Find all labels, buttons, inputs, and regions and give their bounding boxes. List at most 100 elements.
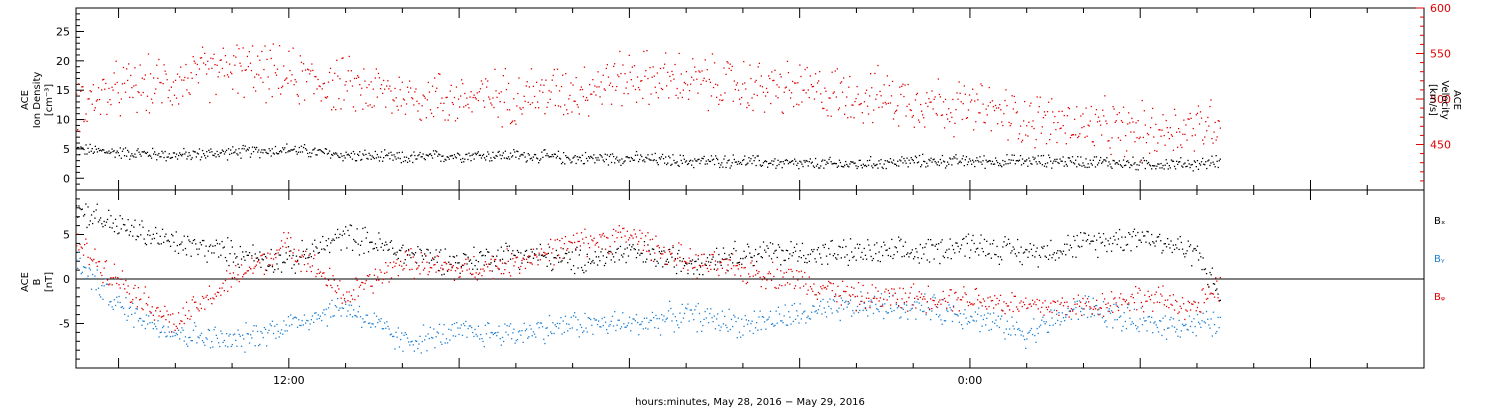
velocity-point (832, 92, 834, 94)
velocity-point (501, 126, 503, 128)
bz-point (251, 257, 253, 259)
velocity-point (282, 85, 284, 87)
velocity-point (1067, 107, 1069, 109)
velocity-point (1116, 113, 1118, 116)
bz-point (182, 307, 184, 309)
density-point (1053, 160, 1055, 162)
velocity-point (394, 87, 396, 90)
velocity-point (111, 86, 113, 88)
bx-point (1069, 244, 1071, 246)
bz-point (386, 271, 388, 273)
density-point (550, 156, 552, 158)
by-point (131, 313, 133, 316)
velocity-point (490, 102, 492, 104)
bz-point (691, 267, 694, 269)
bz-point (702, 265, 704, 267)
by-point (1082, 308, 1084, 310)
by-point (512, 332, 514, 334)
bz-point (696, 277, 698, 279)
density-point (1000, 164, 1002, 167)
by-point (132, 302, 134, 304)
density-point (836, 166, 838, 168)
velocity-point (1165, 119, 1167, 122)
by-point (181, 327, 183, 329)
by-point (998, 326, 1000, 329)
bz-point (434, 263, 436, 266)
density-point (632, 159, 634, 161)
velocity-point (1119, 139, 1122, 141)
velocity-point (1189, 112, 1191, 115)
velocity-point (256, 73, 258, 75)
velocity-point (247, 65, 249, 68)
density-point (746, 163, 748, 165)
by-point (299, 324, 301, 326)
bx-point (985, 255, 987, 257)
b-points (76, 203, 1221, 354)
density-point (232, 146, 234, 148)
bx-point (838, 245, 840, 247)
bx-point (363, 252, 365, 254)
bz-point (576, 232, 578, 234)
velocity-point (1053, 122, 1055, 124)
bx-point (778, 246, 781, 248)
velocity-point (347, 70, 349, 72)
velocity-point (697, 92, 699, 94)
velocity-point (424, 97, 426, 99)
bx-point (140, 234, 142, 236)
velocity-point (357, 75, 359, 77)
bx-point (1144, 235, 1146, 237)
by-point (287, 316, 290, 318)
velocity-point (631, 66, 633, 68)
density-point (286, 143, 288, 145)
velocity-point (454, 120, 457, 122)
by-point (634, 320, 636, 322)
bx-point (220, 254, 222, 256)
velocity-point (830, 115, 832, 117)
velocity-point (240, 65, 242, 67)
density-point (756, 155, 758, 157)
by-point (1037, 332, 1039, 335)
velocity-point (627, 93, 629, 95)
bx-point (835, 257, 837, 259)
density-point (597, 157, 599, 159)
bx-point (346, 247, 348, 249)
bx-point (1213, 283, 1216, 285)
velocity-point (913, 126, 915, 128)
by-point (238, 333, 240, 336)
velocity-point (370, 81, 372, 83)
bx-point (454, 262, 457, 264)
bz-point (456, 267, 458, 269)
bz-point (836, 301, 838, 303)
density-point (666, 163, 668, 166)
velocity-point (1197, 105, 1200, 107)
bx-point (770, 258, 773, 260)
velocity-point (770, 102, 772, 105)
by-point (823, 307, 825, 309)
by-point (895, 303, 897, 306)
by-point (149, 322, 151, 324)
velocity-point (493, 106, 495, 109)
bx-point (473, 246, 475, 248)
bz-point (174, 329, 176, 331)
velocity-point (192, 56, 194, 58)
by-point (585, 327, 587, 329)
density-point (389, 158, 391, 160)
bx-point (901, 256, 903, 258)
density-point (1056, 158, 1058, 160)
bz-point (396, 258, 398, 261)
by-point (418, 343, 420, 345)
by-point (1132, 322, 1134, 325)
density-point (1025, 160, 1027, 162)
by-point (987, 312, 989, 314)
bx-point (688, 262, 690, 264)
bx-point (1121, 236, 1123, 238)
density-point (1165, 159, 1167, 161)
bz-point (427, 274, 429, 276)
bx-point (717, 261, 719, 263)
velocity-point (902, 83, 904, 85)
by-point (643, 317, 646, 319)
velocity-point (132, 96, 134, 99)
velocity-point (1196, 112, 1199, 114)
by-point (675, 320, 678, 322)
bx-point (400, 249, 402, 252)
